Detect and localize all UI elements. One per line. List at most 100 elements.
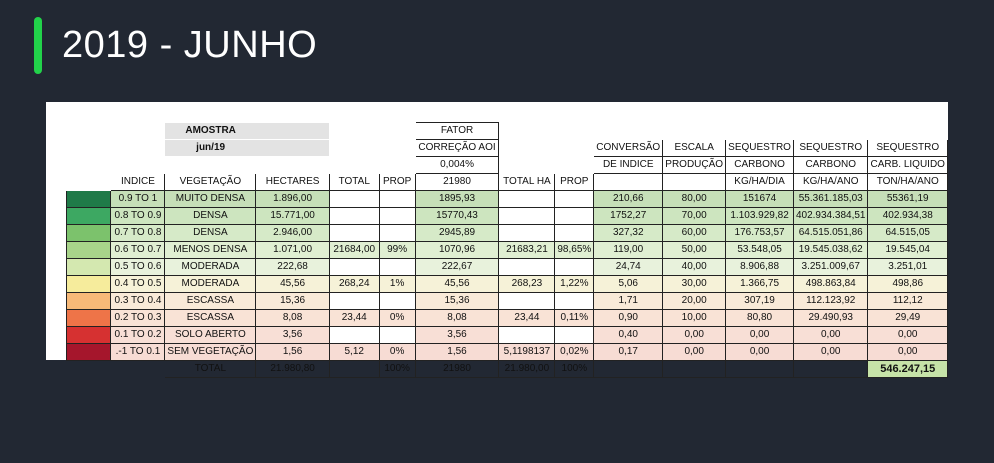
table-row: 0.8 TO 0.9 DENSA 15.771,00 15770,43 1752,27 7…	[65, 207, 948, 225]
total-cell: 268,24	[328, 275, 380, 293]
seq-liq-header-2: CARB. LIQUIDO	[867, 156, 948, 174]
seq-liq-cell: 64.515,05	[867, 224, 948, 242]
amostra-fill	[255, 122, 330, 140]
prop2-cell	[554, 258, 595, 276]
color-swatch	[65, 258, 112, 276]
seq-ano-header-3: KG/HA/ANO	[792, 173, 869, 191]
fator-label-2: CORREÇÃO AOI	[414, 139, 500, 157]
seq-ano-cell: 19.545.038,62	[792, 241, 869, 259]
total-ha-cell: 23,44	[498, 309, 556, 327]
corrected-value-cell: 15770,43	[414, 207, 500, 225]
total-cell	[328, 207, 380, 225]
color-swatch	[65, 326, 112, 344]
title-accent-bar	[34, 17, 42, 74]
seq-ano-cell: 3.251.009,67	[792, 258, 869, 276]
vegetacao-cell: ESCASSA	[164, 292, 257, 310]
total-ha-cell	[498, 326, 556, 344]
seq-liq-cell: 0,00	[867, 343, 948, 361]
conversao-header-1: CONVERSÃO	[593, 139, 664, 157]
totals-total-blank	[328, 360, 380, 378]
meta-row-3: 0,004% DE INDICE PRODUÇÃO CARBONO CARBON…	[67, 156, 948, 174]
grand-total-value: 546.247,15	[867, 360, 948, 378]
indice-cell: 0.4 TO 0.5	[110, 275, 166, 293]
total-ha-cell	[498, 207, 556, 225]
seq-ano-cell: 0,00	[792, 343, 869, 361]
escala-header-1: ESCALA	[662, 139, 727, 157]
indice-cell: 0.8 TO 0.9	[110, 207, 166, 225]
total-ha-cell: 21683,21	[498, 241, 556, 259]
totals-spacer-2	[111, 361, 165, 378]
totals-spacer	[67, 361, 111, 378]
totals-hectares: 21.980,80	[255, 360, 330, 378]
conversao-cell: 24,74	[593, 258, 664, 276]
totals-total-ha: 21.980,00	[498, 360, 556, 378]
hectares-cell: 1,56	[255, 343, 330, 361]
total-ha-cell	[498, 258, 556, 276]
conversao-cell: 5,06	[593, 275, 664, 293]
escala-cell: 40,00	[662, 258, 727, 276]
total-cell: 21684,00	[328, 241, 380, 259]
table-row: 0.7 TO 0.8 DENSA 2.946,00 2945,89 327,32 60,0…	[65, 224, 948, 242]
escala-cell: 30,00	[662, 275, 727, 293]
meta-row-2: jun/19 CORREÇÃO AOI CONVERSÃO ESCALA SEQ…	[67, 139, 948, 157]
indice-cell: 0.5 TO 0.6	[110, 258, 166, 276]
total-cell: 23,44	[328, 309, 380, 327]
conversao-header-blank	[593, 173, 664, 191]
escala-header-blank	[662, 173, 727, 191]
conversao-cell: 1752,27	[593, 207, 664, 225]
indice-cell: 0.3 TO 0.4	[110, 292, 166, 310]
vegetacao-cell: MUITO DENSA	[164, 190, 257, 208]
totals-blank-4	[792, 360, 869, 378]
seq-dia-cell: 1.366,75	[725, 275, 794, 293]
color-swatch	[65, 207, 112, 225]
conversao-cell: 0,90	[593, 309, 664, 327]
color-swatch	[65, 275, 112, 293]
prop-cell	[378, 326, 416, 344]
fator-pct: 0,004%	[414, 156, 500, 174]
prop-cell	[378, 224, 416, 242]
seq-ano-cell: 402.934.384,51	[792, 207, 869, 225]
hectares-cell: 2.946,00	[255, 224, 330, 242]
escala-cell: 0,00	[662, 326, 727, 344]
amostra-fill-2	[255, 139, 330, 157]
indice-cell: 0.6 TO 0.7	[110, 241, 166, 259]
table-row: .-1 TO 0.1 SEM VEGETAÇÃO 1,56 5,12 0% 1,56 5,1…	[65, 343, 948, 361]
seq-liq-header-1: SEQUESTRO	[867, 139, 948, 157]
indice-cell: 0.1 TO 0.2	[110, 326, 166, 344]
prop-cell	[378, 190, 416, 208]
prop2-cell	[554, 224, 595, 242]
seq-ano-header-1: SEQUESTRO	[792, 139, 869, 157]
seq-dia-cell: 1.103.929,82	[725, 207, 794, 225]
seq-ano-cell: 64.515.051,86	[792, 224, 869, 242]
corrected-value-cell: 8,08	[414, 309, 500, 327]
seq-dia-cell: 307,19	[725, 292, 794, 310]
seq-liq-cell: 112,12	[867, 292, 948, 310]
color-swatch	[65, 224, 112, 242]
total-cell	[328, 292, 380, 310]
seq-dia-cell: 80,80	[725, 309, 794, 327]
totals-blank-1	[593, 360, 664, 378]
total-ha-cell	[498, 224, 556, 242]
seq-liq-cell: 3.251,01	[867, 258, 948, 276]
seq-dia-cell: 151674	[725, 190, 794, 208]
prop2-header: PROP	[554, 173, 595, 191]
hectares-cell: 8,08	[255, 309, 330, 327]
seq-liq-cell: 55361,19	[867, 190, 948, 208]
corrected-value-cell: 222,67	[414, 258, 500, 276]
seq-ano-cell: 55.361.185,03	[792, 190, 869, 208]
hectares-cell: 45,56	[255, 275, 330, 293]
total-ha-cell	[498, 292, 556, 310]
amostra-label: AMOSTRA	[164, 122, 256, 140]
escala-cell: 60,00	[662, 224, 727, 242]
prop-header: PROP	[378, 173, 416, 191]
table-row: 0.2 TO 0.3 ESCASSA 8,08 23,44 0% 8,08 23,44 0,1…	[65, 309, 948, 327]
corrected-value-cell: 45,56	[414, 275, 500, 293]
prop2-cell: 98,65%	[554, 241, 595, 259]
vegetacao-cell: DENSA	[164, 224, 257, 242]
indice-cell: 0.9 TO 1	[110, 190, 166, 208]
color-swatch	[65, 241, 112, 259]
conversao-cell: 327,32	[593, 224, 664, 242]
seq-liq-cell: 19.545,04	[867, 241, 948, 259]
conversao-cell: 0,17	[593, 343, 664, 361]
totals-row: TOTAL 21.980,80 100% 21980 21.980,00 100% 546.…	[67, 360, 948, 378]
